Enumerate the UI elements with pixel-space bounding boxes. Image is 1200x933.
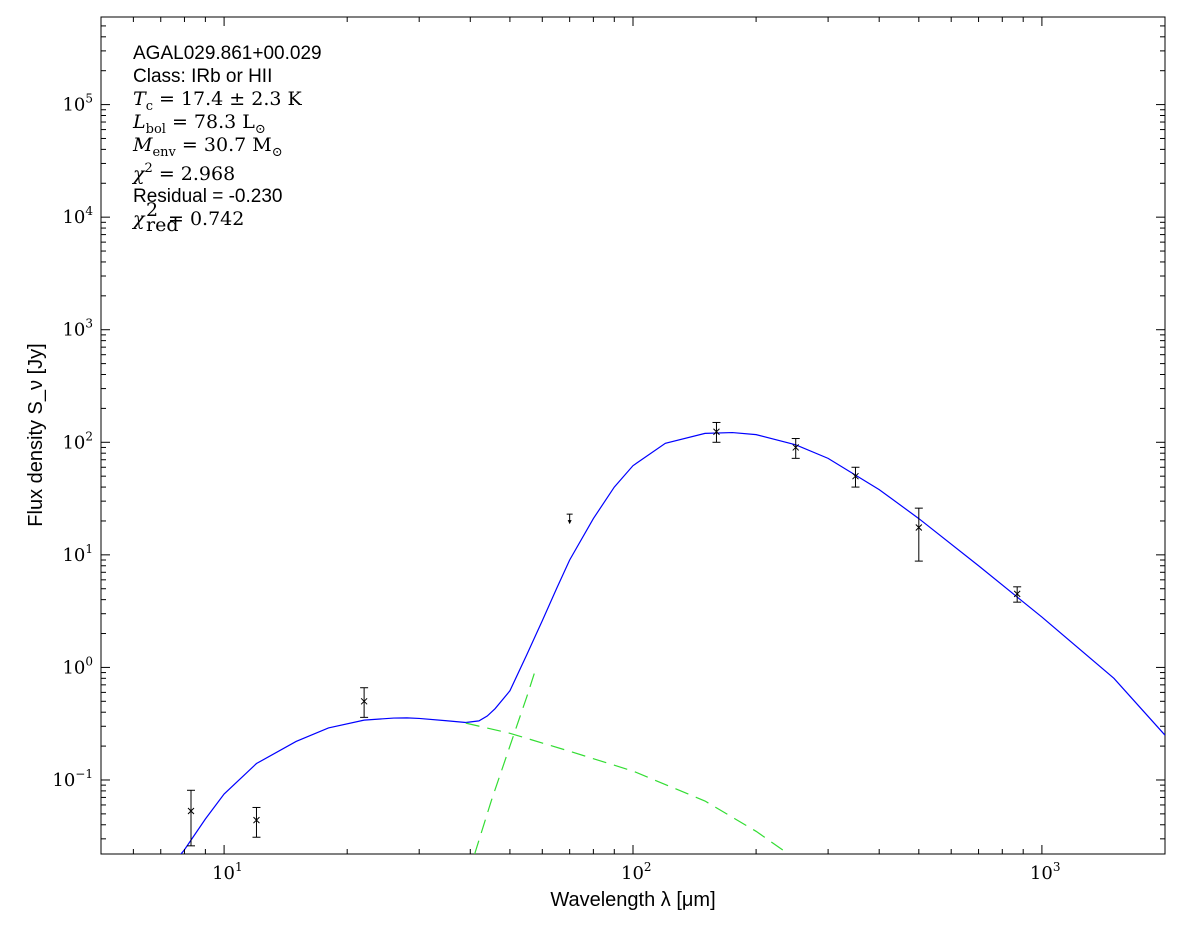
data-point (712, 421, 721, 443)
data-point (187, 789, 196, 847)
y-tick-label: 100 (62, 654, 93, 678)
data-point (791, 438, 800, 459)
annotation-block: AGAL029.861+00.029 Class: IRb or HII Tc … (131, 43, 322, 236)
plot-frame (100, 16, 1166, 855)
data-point (914, 507, 923, 562)
data-point (1013, 586, 1022, 603)
chi2-red-line: χ 2 red = 0.742 (131, 199, 244, 236)
y-axis-title: Flux density S_ν [Jy] (25, 343, 47, 526)
y-tick-label: 104 (62, 204, 93, 228)
x-tick-label: 103 (1030, 860, 1061, 884)
chi2-line: χ2 = 2.968 (131, 161, 235, 185)
upper-limit-point (566, 513, 573, 525)
warm-component-line (465, 722, 789, 854)
cold-component-line (474, 667, 537, 854)
total-fit-line (180, 431, 1165, 854)
point-marker (792, 444, 800, 451)
point-marker (852, 472, 859, 480)
tc-line: Tc = 17.4 ± 2.3 K (133, 88, 303, 114)
svg-text:χ: χ (131, 208, 146, 230)
lbol-line: Lbol = 78.3 L⊙ (132, 111, 266, 137)
residual-line: Residual = -0.230 (133, 186, 282, 207)
svg-text:2: 2 (146, 199, 158, 221)
y-tick-label: 103 (62, 317, 93, 341)
x-tick-label: 102 (621, 860, 652, 884)
source-name: AGAL029.861+00.029 (133, 43, 322, 64)
point-marker (253, 816, 260, 824)
point-marker (915, 524, 923, 531)
data-point (851, 466, 860, 488)
data-point (360, 687, 369, 718)
point-marker (713, 428, 720, 436)
y-tick-label: 10−1 (52, 767, 93, 791)
svg-text:red: red (146, 214, 179, 236)
x-tick-label: 101 (212, 860, 243, 884)
upper-limit-arrow (567, 520, 572, 525)
svg-text:= 0.742: = 0.742 (168, 208, 244, 230)
point-marker (360, 697, 368, 705)
menv-line: Menv = 30.7 M⊙ (132, 134, 283, 160)
point-marker (187, 807, 195, 815)
y-tick-label: 105 (62, 92, 93, 116)
point-marker (1013, 590, 1021, 598)
data-point (252, 806, 261, 838)
y-tick-label: 102 (62, 429, 93, 453)
y-tick-label: 101 (62, 542, 93, 566)
x-axis-title: Wavelength λ [μm] (550, 889, 715, 911)
class-label: Class: IRb or HII (133, 66, 272, 87)
